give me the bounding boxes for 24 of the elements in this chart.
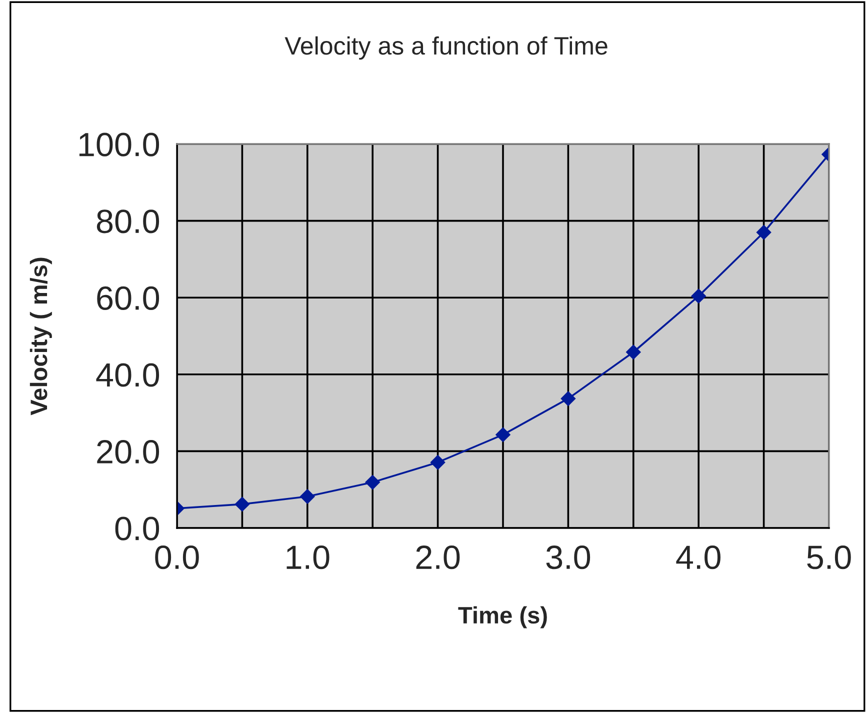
y-axis-title: Velocity ( m/s)	[30, 258, 52, 416]
point	[234, 496, 250, 512]
x-tick-label: 1.0	[286, 546, 330, 570]
x-tick-label: 3.0	[546, 546, 590, 570]
point	[300, 489, 315, 504]
point	[691, 288, 706, 304]
point	[560, 391, 576, 406]
point	[626, 344, 641, 360]
y-tick-label: 0.0	[115, 516, 160, 540]
point	[496, 427, 510, 442]
point	[430, 454, 446, 470]
y-tick-label: 60.0	[97, 286, 160, 310]
y-tick-label: 100.0	[79, 132, 160, 156]
x-tick-label: 0.0	[155, 546, 199, 570]
chart-title: Velocity as a function of Time	[284, 36, 608, 60]
y-tick-label: 40.0	[96, 363, 160, 387]
point	[365, 474, 380, 490]
y-tick-label: 80.0	[96, 210, 160, 234]
point	[756, 224, 772, 240]
x-tick-label: 5.0	[807, 546, 851, 570]
y-tick-label: 20.0	[97, 440, 160, 464]
x-tick-label: 2.0	[416, 546, 460, 570]
x-tick-label: 4.0	[676, 546, 720, 570]
x-axis-title: Time (s)	[458, 606, 547, 628]
